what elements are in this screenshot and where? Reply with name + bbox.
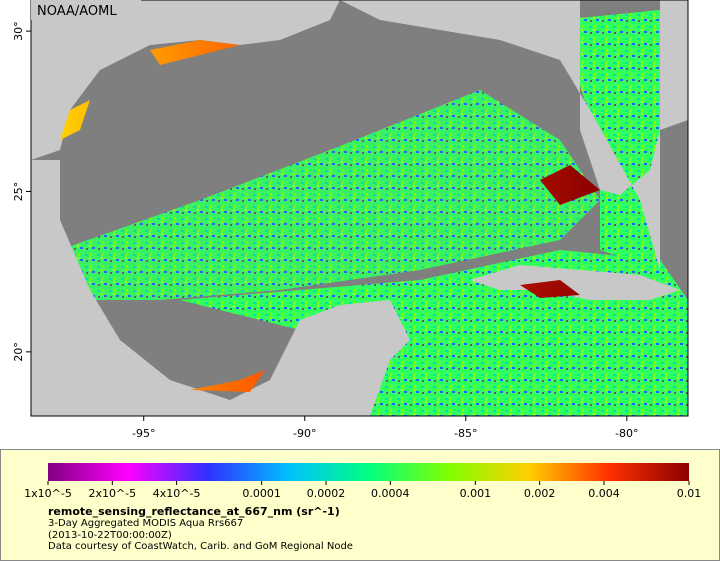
colorbar-tick-label: 0.0002: [307, 487, 346, 500]
colorbar-tick-label: 0.002: [524, 487, 556, 500]
data-coverage: [560, 10, 660, 270]
colorbar-tick-label: 0.01: [677, 487, 702, 500]
lon-tick-label: -90°: [293, 427, 316, 440]
colorbar-tick-label: 1x10^-5: [24, 487, 72, 500]
data-coverage: [60, 90, 600, 300]
credit-box: [31, 0, 141, 20]
map-panel: NOAA/AOML: [30, 0, 689, 417]
lon-tick-label: -85°: [454, 427, 477, 440]
colorbar-tick-label: 0.0004: [371, 487, 410, 500]
land: [31, 0, 340, 160]
legend-text: remote_sensing_reflectance_at_667_nm (sr…: [48, 505, 353, 552]
land: [31, 160, 410, 416]
colorbar-tick-label: 0.001: [460, 487, 492, 500]
colorbar-tick-label: 2x10^-5: [88, 487, 136, 500]
lat-tick-label: 25°: [12, 182, 25, 202]
time: (2013-10-22T00:00:00Z): [48, 530, 172, 541]
land: [470, 265, 680, 300]
land: [340, 0, 688, 270]
credit: NOAA/AOML: [37, 4, 117, 19]
lat-tick-label: 30°: [12, 21, 25, 41]
product: 3-Day Aggregated MODIS Aqua Rrs667: [48, 518, 243, 529]
colorbar-tick-label: 0.0001: [242, 487, 281, 500]
lon-tick-label: -95°: [132, 427, 155, 440]
variable-name: remote_sensing_reflectance_at_667_nm (sr…: [48, 505, 340, 518]
source: Data courtesy of CoastWatch, Carib. and …: [48, 541, 353, 552]
colorbar-tick-label: 4x10^-5: [153, 487, 201, 500]
map-frame: [30, 0, 689, 417]
colorbar-tick-label: 0.004: [588, 487, 620, 500]
colorbar: [48, 463, 689, 481]
lon-tick-label: -80°: [615, 427, 638, 440]
lat-tick-label: 20°: [12, 342, 25, 362]
